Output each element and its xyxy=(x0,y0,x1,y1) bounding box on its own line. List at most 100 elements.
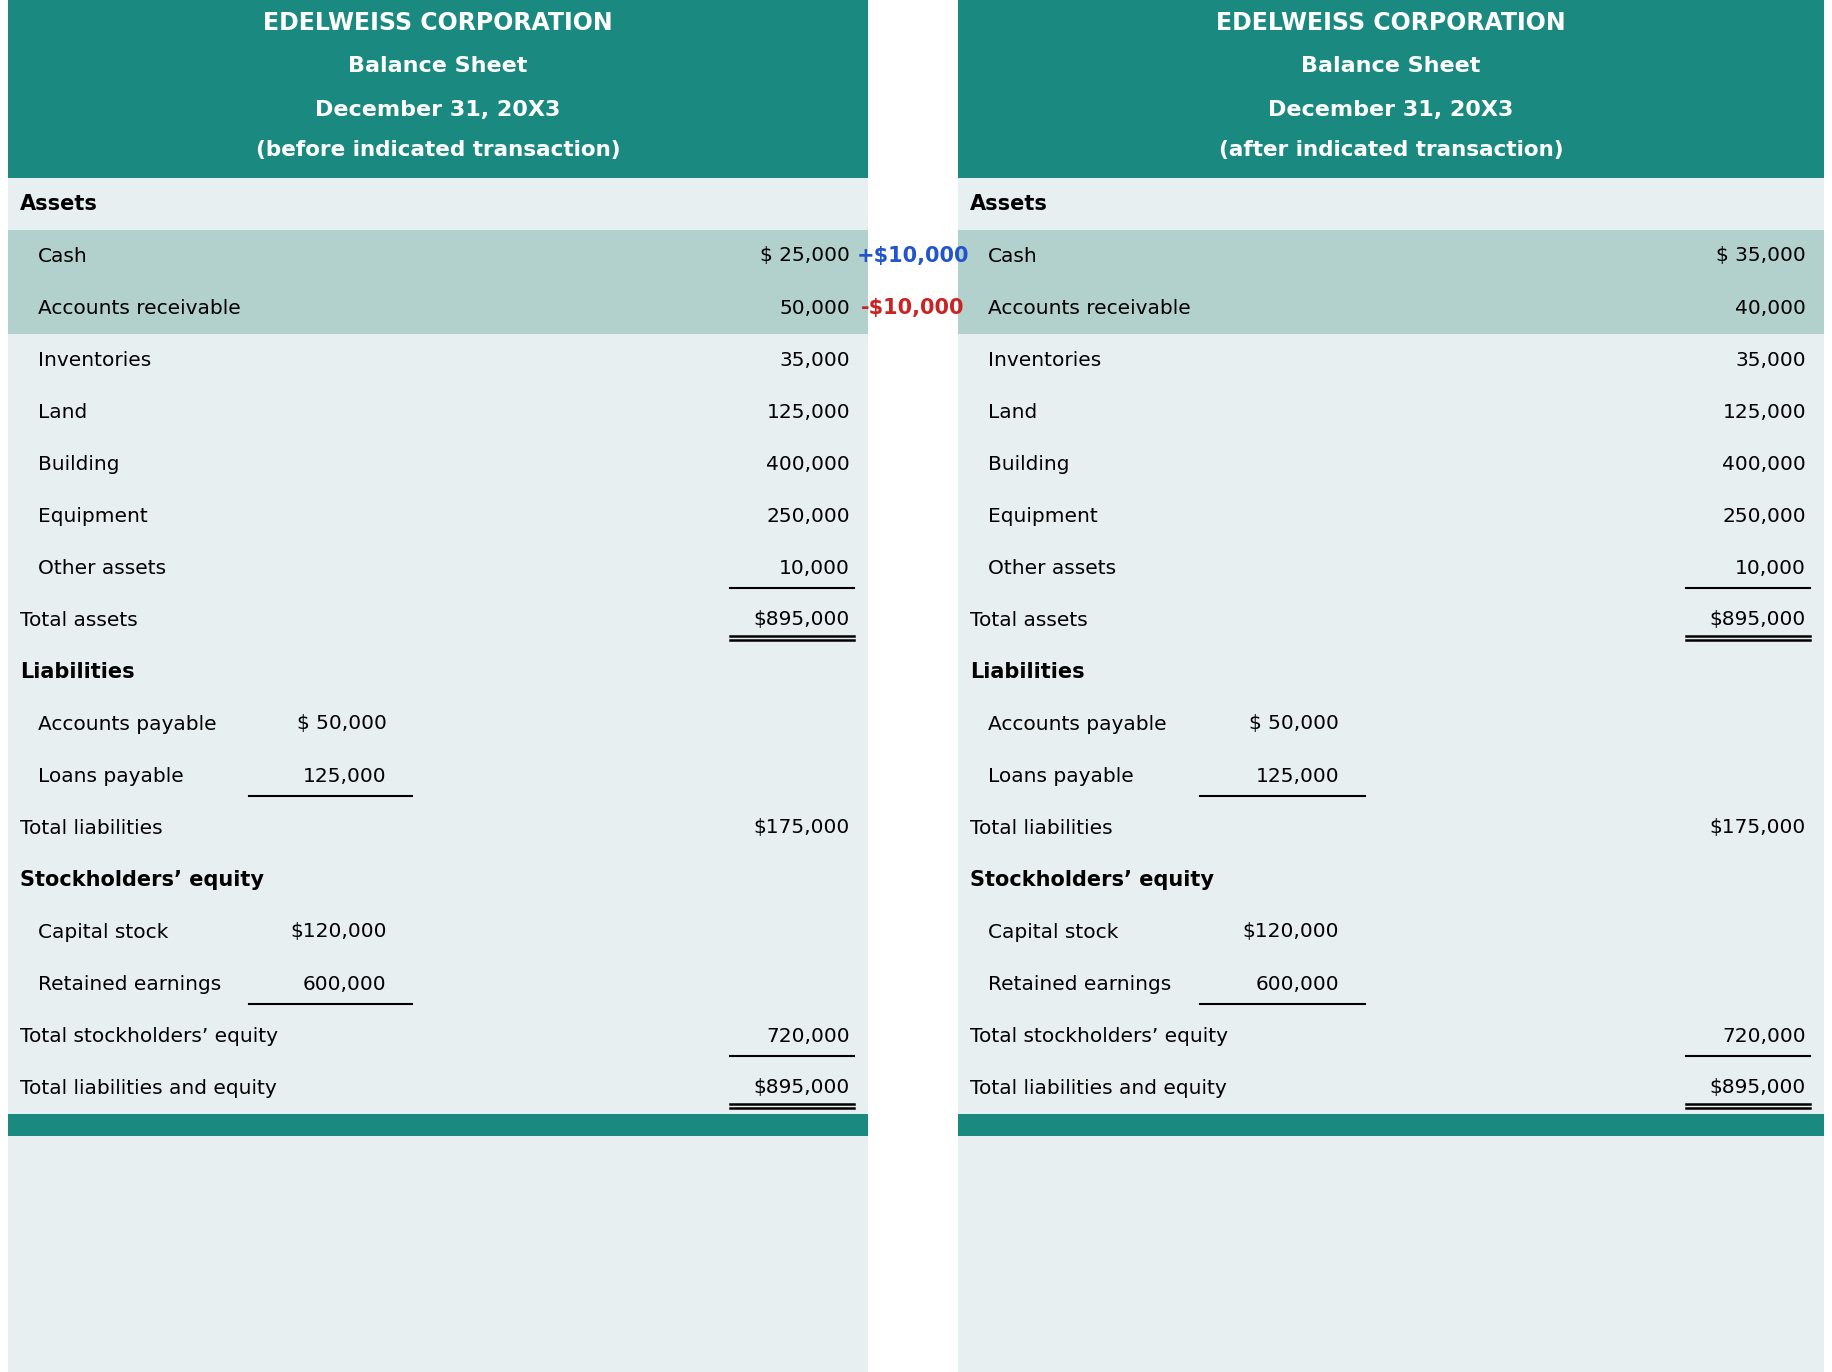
Bar xyxy=(958,490,1825,542)
Text: $120,000: $120,000 xyxy=(1242,922,1339,941)
Bar xyxy=(958,333,1825,386)
Text: Liabilities: Liabilities xyxy=(969,663,1085,682)
Text: Assets: Assets xyxy=(20,193,97,214)
Text: Building: Building xyxy=(987,454,1070,473)
Bar xyxy=(958,1114,1825,1136)
Text: Building: Building xyxy=(38,454,119,473)
Bar xyxy=(7,0,868,178)
Text: Capital stock: Capital stock xyxy=(987,922,1118,941)
Text: $175,000: $175,000 xyxy=(753,819,850,837)
Text: Retained earnings: Retained earnings xyxy=(38,974,222,993)
Bar xyxy=(958,230,1825,283)
Bar xyxy=(958,750,1825,803)
Text: 250,000: 250,000 xyxy=(1722,506,1806,525)
Text: Liabilities: Liabilities xyxy=(20,663,134,682)
Text: 720,000: 720,000 xyxy=(1722,1026,1806,1045)
Bar xyxy=(7,1062,868,1114)
Text: Land: Land xyxy=(987,402,1037,421)
Bar xyxy=(958,178,1825,230)
Bar xyxy=(7,646,868,698)
Bar xyxy=(7,1114,868,1136)
Bar xyxy=(7,958,868,1010)
Text: $895,000: $895,000 xyxy=(1709,611,1806,630)
Bar xyxy=(7,230,868,283)
Text: Land: Land xyxy=(38,402,88,421)
Bar xyxy=(958,1010,1825,1062)
Text: 40,000: 40,000 xyxy=(1735,299,1806,317)
Bar xyxy=(7,1010,868,1062)
Bar xyxy=(958,1062,1825,1114)
Text: (after indicated transaction): (after indicated transaction) xyxy=(1218,140,1563,159)
Text: 400,000: 400,000 xyxy=(766,454,850,473)
Text: Other assets: Other assets xyxy=(38,558,167,578)
Text: 125,000: 125,000 xyxy=(302,767,387,786)
Text: Balance Sheet: Balance Sheet xyxy=(348,56,528,75)
Bar xyxy=(7,803,868,853)
Bar xyxy=(958,906,1825,958)
Text: 600,000: 600,000 xyxy=(302,974,387,993)
Text: 50,000: 50,000 xyxy=(779,299,850,317)
Bar xyxy=(958,542,1825,594)
Bar xyxy=(7,283,868,333)
Text: EDELWEISS CORPORATION: EDELWEISS CORPORATION xyxy=(264,11,614,36)
Text: Total stockholders’ equity: Total stockholders’ equity xyxy=(20,1026,278,1045)
Text: Total assets: Total assets xyxy=(20,611,137,630)
Text: Accounts payable: Accounts payable xyxy=(987,715,1167,734)
Text: $ 35,000: $ 35,000 xyxy=(1717,247,1806,266)
Text: 35,000: 35,000 xyxy=(779,350,850,369)
Bar xyxy=(958,386,1825,438)
Bar xyxy=(7,542,868,594)
Text: December 31, 20X3: December 31, 20X3 xyxy=(315,100,561,121)
Text: 125,000: 125,000 xyxy=(1722,402,1806,421)
Text: 10,000: 10,000 xyxy=(1735,558,1806,578)
Bar xyxy=(958,698,1825,750)
Text: Equipment: Equipment xyxy=(987,506,1097,525)
Text: -$10,000: -$10,000 xyxy=(861,298,965,318)
Text: Loans payable: Loans payable xyxy=(38,767,183,786)
Text: (before indicated transaction): (before indicated transaction) xyxy=(256,140,621,159)
Bar xyxy=(958,853,1825,906)
Text: Total assets: Total assets xyxy=(969,611,1088,630)
Text: $ 50,000: $ 50,000 xyxy=(297,715,387,734)
Text: Accounts receivable: Accounts receivable xyxy=(38,299,240,317)
Bar xyxy=(7,0,868,1372)
Bar xyxy=(7,438,868,490)
Text: Inventories: Inventories xyxy=(38,350,152,369)
Text: Assets: Assets xyxy=(969,193,1048,214)
Text: $895,000: $895,000 xyxy=(753,611,850,630)
Text: Accounts receivable: Accounts receivable xyxy=(987,299,1191,317)
Text: Total stockholders’ equity: Total stockholders’ equity xyxy=(969,1026,1227,1045)
Text: Cash: Cash xyxy=(38,247,88,266)
Text: Stockholders’ equity: Stockholders’ equity xyxy=(20,870,264,890)
Text: $175,000: $175,000 xyxy=(1709,819,1806,837)
Bar xyxy=(958,646,1825,698)
Bar xyxy=(958,0,1825,1372)
Text: December 31, 20X3: December 31, 20X3 xyxy=(1268,100,1513,121)
Text: Total liabilities and equity: Total liabilities and equity xyxy=(969,1078,1227,1098)
Bar xyxy=(7,178,868,230)
Text: Accounts payable: Accounts payable xyxy=(38,715,216,734)
Text: 10,000: 10,000 xyxy=(779,558,850,578)
Bar xyxy=(958,438,1825,490)
Bar xyxy=(958,958,1825,1010)
Bar xyxy=(7,594,868,646)
Text: 35,000: 35,000 xyxy=(1735,350,1806,369)
Text: Other assets: Other assets xyxy=(987,558,1116,578)
Bar xyxy=(7,853,868,906)
Text: $895,000: $895,000 xyxy=(1709,1078,1806,1098)
Text: Cash: Cash xyxy=(987,247,1037,266)
Bar xyxy=(958,594,1825,646)
Text: 400,000: 400,000 xyxy=(1722,454,1806,473)
Bar xyxy=(7,333,868,386)
Bar xyxy=(7,490,868,542)
Bar xyxy=(7,750,868,803)
Text: 600,000: 600,000 xyxy=(1255,974,1339,993)
Bar xyxy=(958,0,1825,178)
Text: 125,000: 125,000 xyxy=(766,402,850,421)
Bar xyxy=(958,803,1825,853)
Text: 250,000: 250,000 xyxy=(766,506,850,525)
Text: Total liabilities: Total liabilities xyxy=(20,819,163,837)
Bar xyxy=(7,386,868,438)
Text: Balance Sheet: Balance Sheet xyxy=(1301,56,1480,75)
Bar xyxy=(958,283,1825,333)
